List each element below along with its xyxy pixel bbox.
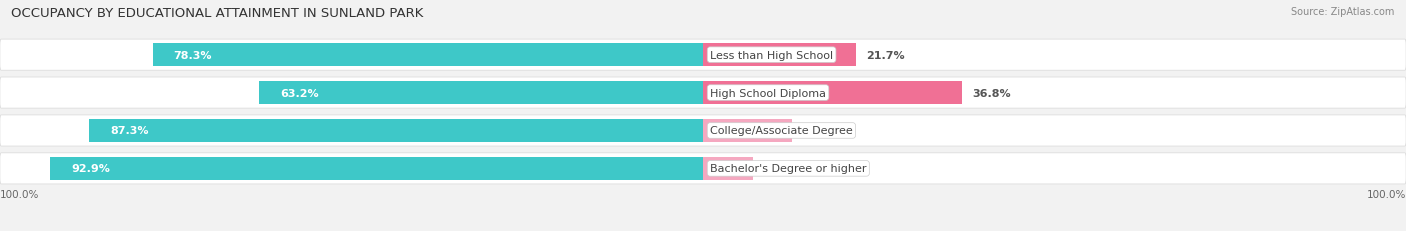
Text: High School Diploma: High School Diploma: [710, 88, 827, 98]
Text: OCCUPANCY BY EDUCATIONAL ATTAINMENT IN SUNLAND PARK: OCCUPANCY BY EDUCATIONAL ATTAINMENT IN S…: [11, 7, 423, 20]
Text: 12.7%: 12.7%: [803, 126, 841, 136]
FancyBboxPatch shape: [0, 78, 1406, 109]
Text: Less than High School: Less than High School: [710, 50, 834, 60]
Bar: [703, 119, 793, 143]
Bar: [49, 157, 703, 180]
Legend: Owner-occupied, Renter-occupied: Owner-occupied, Renter-occupied: [583, 230, 823, 231]
Text: Source: ZipAtlas.com: Source: ZipAtlas.com: [1291, 7, 1395, 17]
Text: 21.7%: 21.7%: [866, 50, 904, 60]
Text: Bachelor's Degree or higher: Bachelor's Degree or higher: [710, 164, 866, 174]
Bar: [703, 44, 855, 67]
Text: 87.3%: 87.3%: [110, 126, 149, 136]
Text: 100.0%: 100.0%: [0, 189, 39, 199]
Bar: [703, 82, 962, 105]
Text: 92.9%: 92.9%: [70, 164, 110, 174]
Text: 100.0%: 100.0%: [1367, 189, 1406, 199]
Text: 7.1%: 7.1%: [763, 164, 794, 174]
FancyBboxPatch shape: [0, 153, 1406, 184]
Bar: [703, 157, 754, 180]
Bar: [153, 44, 703, 67]
Text: College/Associate Degree: College/Associate Degree: [710, 126, 853, 136]
Bar: [89, 119, 703, 143]
Text: 78.3%: 78.3%: [173, 50, 212, 60]
Text: 36.8%: 36.8%: [973, 88, 1011, 98]
FancyBboxPatch shape: [0, 116, 1406, 146]
FancyBboxPatch shape: [0, 40, 1406, 71]
Bar: [259, 82, 703, 105]
Text: 63.2%: 63.2%: [280, 88, 318, 98]
